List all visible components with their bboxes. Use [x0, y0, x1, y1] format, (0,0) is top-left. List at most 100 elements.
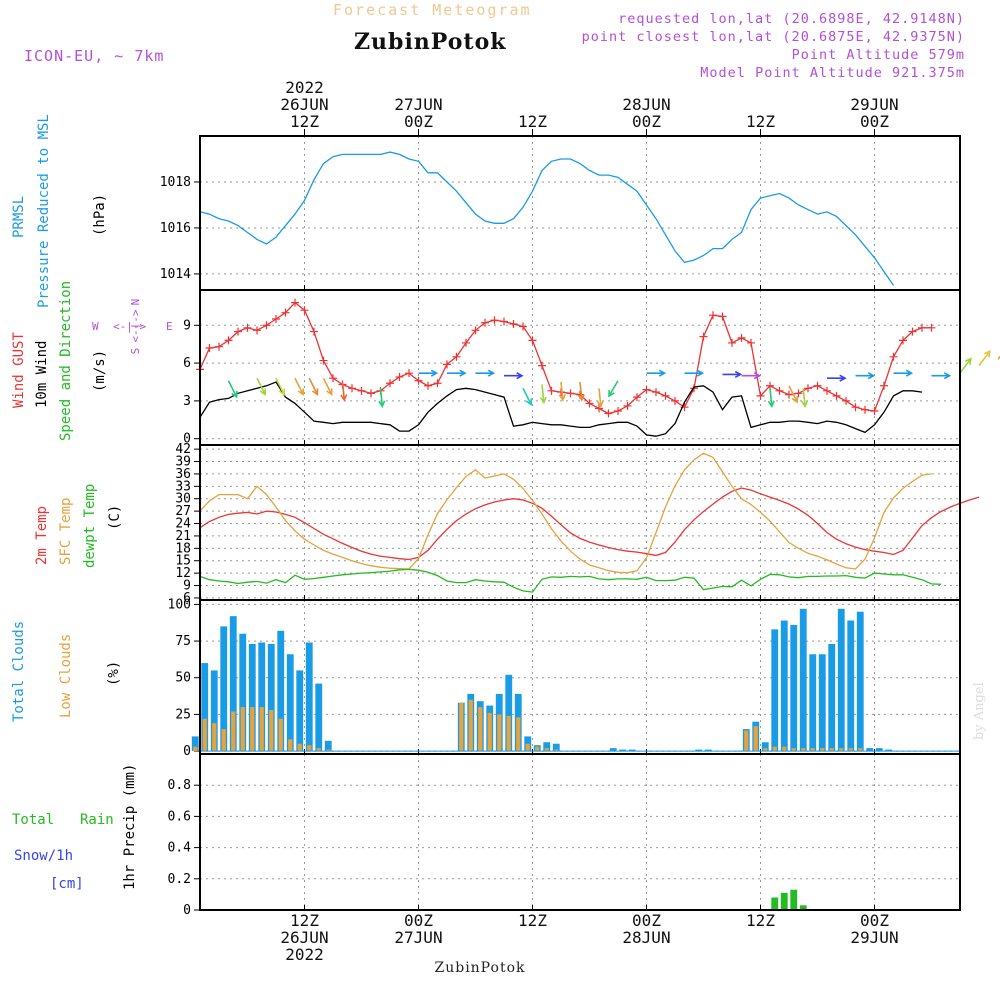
- gust-marker: [452, 352, 461, 361]
- series-wind-gust: [199, 301, 932, 415]
- gust-marker: [215, 342, 223, 351]
- y-tick-label: 33: [175, 479, 191, 494]
- wind-direction-arrow: [475, 369, 496, 377]
- bottom-axis-label: 28JUN: [622, 928, 670, 947]
- low-cloud-bar: [259, 707, 264, 752]
- series-sfc-temp: [199, 452, 932, 574]
- total-cloud-bar: [619, 749, 627, 752]
- low-cloud-bar: [829, 748, 834, 752]
- wind-direction-arrow: [558, 381, 566, 402]
- top-axis-label: 12Z: [518, 112, 547, 131]
- total-cloud-bar: [324, 740, 332, 752]
- low-cloud-bar: [858, 748, 863, 752]
- low-cloud-bar: [772, 746, 777, 752]
- gust-marker: [652, 388, 660, 397]
- y-tick-label: 1018: [160, 175, 191, 190]
- gust-marker: [842, 396, 850, 405]
- y-tick-label: 30: [175, 492, 191, 507]
- y-tick-label: 27: [175, 504, 191, 519]
- dewpt-label: dewpt Temp: [82, 484, 98, 568]
- total-cloud-bar: [210, 670, 218, 752]
- low-cloud-bar: [269, 710, 274, 752]
- low-cloud-bar: [535, 746, 540, 752]
- y-tick-label: 36: [175, 467, 191, 482]
- low-cloud-bar: [497, 714, 502, 752]
- panel-frame: [199, 599, 961, 755]
- wind-direction-arrow: [322, 377, 333, 396]
- y-tick-label: 39: [175, 455, 191, 470]
- gust-marker: [500, 317, 508, 326]
- top-axis-label: 28JUN: [622, 95, 670, 114]
- total-cloud-bar: [267, 644, 275, 752]
- gust-marker: [585, 399, 594, 408]
- total-cloud-bar: [277, 630, 285, 752]
- y-tick-label: 0: [183, 432, 191, 447]
- wind-direction-arrow: [788, 385, 799, 404]
- panel-wind: 0 3 6 9: [183, 289, 1000, 447]
- gust-marker: [633, 393, 641, 402]
- wind-panel-labels: Wind GUST 10m Wind Speed and Direction (…: [11, 281, 173, 441]
- top-axis-label: 2022: [285, 78, 324, 97]
- low-cloud-bar: [753, 726, 758, 752]
- prmsl-label: PRMSL: [11, 196, 27, 238]
- low-cloud-bar: [810, 748, 815, 752]
- y-tick-label: 75: [175, 634, 191, 649]
- low-cloud-bar: [240, 707, 245, 752]
- y-tick-label: 0.8: [168, 778, 191, 793]
- wind-direction-arrow: [931, 372, 952, 380]
- total-cloud-bar: [628, 749, 636, 752]
- gust-marker: [509, 320, 518, 329]
- gust-marker: [367, 389, 375, 398]
- total-cloud-bar: [695, 749, 703, 752]
- wind-direction-arrow: [608, 380, 619, 398]
- bottom-axis-label: 00Z: [404, 911, 433, 930]
- pressure-unit: (hPa): [92, 194, 108, 236]
- low-cloud-bar: [744, 730, 749, 752]
- temp-panel-labels: 2m Temp SFC Temp dewpt Temp (C): [34, 484, 123, 568]
- gust-marker: [880, 381, 888, 390]
- gust-marker: [699, 332, 708, 341]
- low-cloud-bar: [326, 749, 331, 752]
- gust-marker: [661, 391, 670, 400]
- gust-marker: [329, 374, 337, 383]
- top-axis-label: 00Z: [404, 112, 433, 131]
- footer-location: ZubinPotok: [434, 960, 525, 976]
- gust-marker: [234, 327, 242, 336]
- low-cloud-bar: [221, 729, 226, 752]
- low-cloud-bar: [516, 717, 521, 752]
- gust-marker: [918, 323, 926, 332]
- wind-direction-arrow: [767, 388, 775, 408]
- bottom-axis-label: 26JUN: [280, 928, 328, 947]
- gust-marker: [205, 343, 214, 352]
- gust-marker: [386, 379, 394, 388]
- t2m-label: 2m Temp: [34, 506, 50, 565]
- top-axis-label: 29JUN: [850, 95, 898, 114]
- total-clouds-label: Total Clouds: [11, 621, 27, 722]
- wind10m-label: 10m Wind: [34, 341, 50, 408]
- gust-marker: [433, 379, 442, 388]
- y-tick-label: 0.2: [168, 872, 191, 887]
- y-tick-label: 18: [175, 541, 191, 556]
- wind-direction-arrow: [539, 384, 547, 405]
- wind-direction-arrow: [418, 369, 439, 377]
- y-tick-label: 42: [175, 442, 191, 457]
- gust-marker: [908, 327, 917, 336]
- total-cloud-bar: [315, 683, 323, 752]
- gust-marker: [690, 384, 698, 393]
- gust-marker: [481, 318, 489, 327]
- gust-marker: [756, 391, 765, 400]
- product-title: Forecast Meteogram: [333, 1, 532, 19]
- cloud-panel-labels: Total Clouds Low Clouds (%): [11, 621, 122, 722]
- low-cloud-bar: [544, 748, 549, 752]
- gust-marker: [462, 338, 470, 347]
- y-tick-label: 3: [183, 394, 191, 409]
- y-tick-label: 100: [168, 597, 191, 612]
- bottom-axis-label: 00Z: [632, 911, 661, 930]
- gust-marker: [348, 384, 356, 393]
- low-cloud-bar: [820, 748, 825, 752]
- panel-precip: 0 0.2 0.4 0.6 0.8: [168, 753, 961, 918]
- gust-marker: [538, 361, 546, 370]
